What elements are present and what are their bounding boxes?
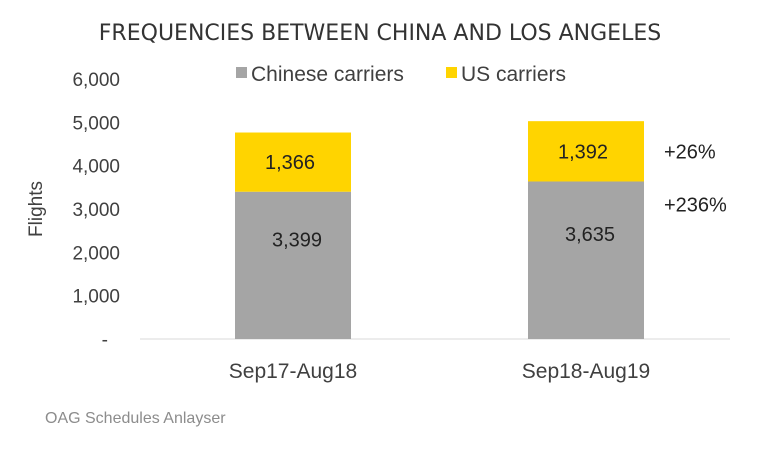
y-tick-label: 6,000 xyxy=(72,70,120,91)
data-label-chinese-carriers: 3,635 xyxy=(565,224,615,246)
legend-swatch-chinese-carriers xyxy=(236,67,247,78)
y-axis-ticks: - 1,000 2,000 3,000 4,000 5,000 6,000 xyxy=(72,70,120,351)
y-tick-label: 4,000 xyxy=(72,157,120,178)
y-tick-label: 3,000 xyxy=(72,200,120,221)
y-tick-label: 5,000 xyxy=(72,113,120,134)
bar-us-carriers xyxy=(235,132,351,192)
data-label-chinese-carriers: 3,399 xyxy=(272,229,322,251)
bar-chinese-carriers xyxy=(235,191,351,339)
data-label-us-carriers: 1,366 xyxy=(265,152,315,174)
y-axis-label: Flights xyxy=(26,181,47,237)
growth-annotation: +26% xyxy=(664,141,716,163)
annotations: +26% +236% xyxy=(664,141,727,216)
legend: Chinese carriers US carriers xyxy=(236,63,566,86)
source-note: OAG Schedules Anlayser xyxy=(45,410,226,427)
bar-chinese-carriers xyxy=(528,181,644,339)
legend-swatch-us-carriers xyxy=(446,67,457,78)
x-axis-ticks: Sep17-Aug18 Sep18-Aug19 xyxy=(229,360,650,383)
growth-annotation: +236% xyxy=(664,194,727,216)
legend-label-chinese-carriers: Chinese carriers xyxy=(251,63,404,86)
legend-label-us-carriers: US carriers xyxy=(461,63,566,86)
bars: 3,399 1,366 3,635 1,392 xyxy=(235,121,644,339)
y-tick-label: 1,000 xyxy=(72,287,120,308)
chart-title: FREQUENCIES BETWEEN CHINA AND LOS ANGELE… xyxy=(99,21,661,46)
y-tick-label: 2,000 xyxy=(72,243,120,264)
data-label-us-carriers: 1,392 xyxy=(558,141,608,163)
y-tick-label: - xyxy=(102,330,108,351)
x-tick-label: Sep17-Aug18 xyxy=(229,360,357,383)
x-tick-label: Sep18-Aug19 xyxy=(522,360,650,383)
bar-us-carriers xyxy=(528,121,644,182)
